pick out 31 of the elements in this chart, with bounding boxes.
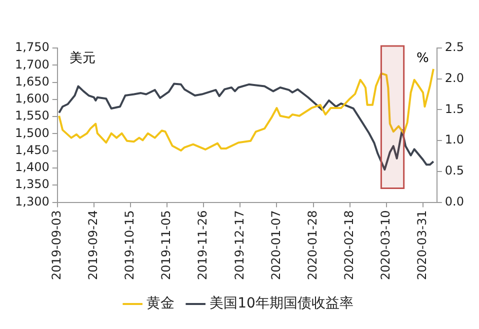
x-tick-label: 2020-01-28 [305, 210, 320, 280]
x-tick-label: 2020-03-10 [378, 210, 393, 280]
x-tick-label: 2019-11-05 [159, 210, 174, 280]
x-tick-label: 2019-10-15 [122, 210, 137, 280]
y-tick-label: 1,400 [14, 160, 50, 174]
legend-label: 黄金 [146, 296, 175, 312]
y2-tick-label: 2.5 [444, 40, 464, 54]
y2-tick-label: 0.5 [444, 164, 464, 178]
x-tick-label: 2020-01-07 [268, 210, 283, 280]
x-tick-label: 2019-12-17 [232, 210, 246, 280]
y-tick-label: 1,600 [14, 92, 50, 106]
x-tick-label: 2019-09-24 [86, 210, 100, 280]
y-tick-label: 1,450 [14, 142, 50, 157]
x-tick-label: 2019-11-26 [196, 210, 210, 280]
y-tick-label: 1,650 [14, 74, 50, 88]
y2-tick-label: 1.5 [444, 102, 464, 116]
y2-tick-label: 2.0 [444, 70, 464, 85]
x-tick-label: 2020-02-18 [342, 210, 356, 280]
y-tick-label: 1,300 [14, 194, 50, 208]
x-tick-label: 2019-09-03 [49, 210, 64, 280]
legend-label: 美国10年期国债收益率 [210, 296, 354, 312]
x-tick-label: 2020-03-31 [415, 210, 430, 280]
y-tick-label: 1,500 [14, 126, 50, 140]
y-tick-label: 1,350 [14, 177, 50, 192]
y2-axis-title: % [416, 50, 429, 66]
y-tick-label: 1,700 [14, 57, 50, 72]
y-tick-label: 1,750 [14, 40, 50, 54]
y2-tick-label: 1.0 [444, 132, 464, 147]
y-tick-label: 1,550 [14, 108, 50, 123]
y-axis-title: 美元 [69, 50, 96, 66]
y2-tick-label: 0.0 [444, 194, 464, 208]
